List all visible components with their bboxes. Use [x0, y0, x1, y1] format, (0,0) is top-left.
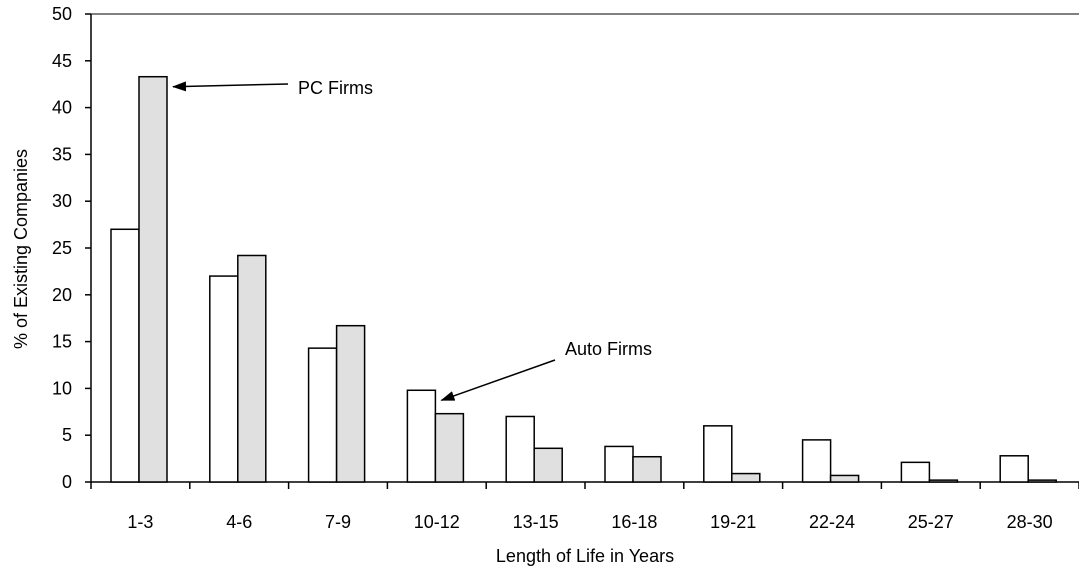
auto-firms-label: Auto Firms [565, 339, 652, 359]
x-tick-label: 19-21 [710, 512, 756, 532]
bar-auto-firms [604, 445, 634, 483]
bar-auto-firms [900, 461, 931, 483]
bar-pc-firms [533, 447, 563, 483]
x-tick-label: 28-30 [1007, 512, 1053, 532]
x-tick-label: 7-9 [325, 512, 351, 532]
bar-pc-firms [434, 412, 465, 483]
x-tick-label: 16-18 [611, 512, 657, 532]
y-tick-label: 15 [52, 332, 72, 352]
bar-pc-firms [632, 455, 662, 483]
y-axis-label: % of Existing Companies [11, 149, 31, 349]
annotations: PC Firms Auto Firms [172, 78, 652, 401]
x-tick-label: 4-6 [226, 512, 252, 532]
x-axis-label: Length of Life in Years [496, 546, 674, 566]
y-tick-label: 30 [52, 191, 72, 211]
y-axis: 0 5 10 15 20 25 30 35 40 45 50 [52, 4, 92, 492]
bar-auto-firms [110, 228, 140, 483]
x-tick-label: 1-3 [127, 512, 153, 532]
bar-auto-firms [209, 275, 239, 483]
x-tick-label: 22-24 [809, 512, 855, 532]
bar-auto-firms [999, 455, 1029, 483]
y-tick-label: 10 [52, 378, 72, 398]
bar-group [110, 75, 1057, 483]
bar-pc-firms [335, 324, 366, 483]
bar-auto-firms [505, 415, 535, 483]
bar-pc-firms [928, 479, 959, 483]
x-tick-label: 25-27 [908, 512, 954, 532]
auto-firms-arrow [440, 359, 556, 401]
bar-pc-firms [1027, 479, 1057, 483]
x-tick-label: 13-15 [513, 512, 559, 532]
pc-firms-arrow [172, 81, 289, 92]
bar-pc-firms [829, 474, 860, 483]
y-tick-label: 5 [62, 425, 72, 445]
bar-pc-firms [731, 472, 761, 483]
x-axis: 1-3 4-6 7-9 10-12 13-15 16-18 19-21 22-24 25-27 2… [90, 481, 1079, 532]
pc-firms-label: PC Firms [298, 78, 373, 98]
y-tick-label: 20 [52, 285, 72, 305]
y-tick-label: 50 [52, 4, 72, 24]
bar-pc-firms [138, 75, 168, 483]
bar-pc-firms [237, 254, 267, 483]
bar-auto-firms [801, 439, 832, 483]
bar-auto-firms [307, 347, 338, 483]
y-tick-label: 45 [52, 51, 72, 71]
bar-auto-firms [703, 425, 733, 483]
y-tick-label: 25 [52, 238, 72, 258]
x-tick-label: 10-12 [414, 512, 460, 532]
y-tick-label: 40 [52, 98, 72, 118]
y-tick-label: 0 [62, 472, 72, 492]
bar-auto-firms [406, 389, 437, 483]
y-tick-label: 35 [52, 144, 72, 164]
